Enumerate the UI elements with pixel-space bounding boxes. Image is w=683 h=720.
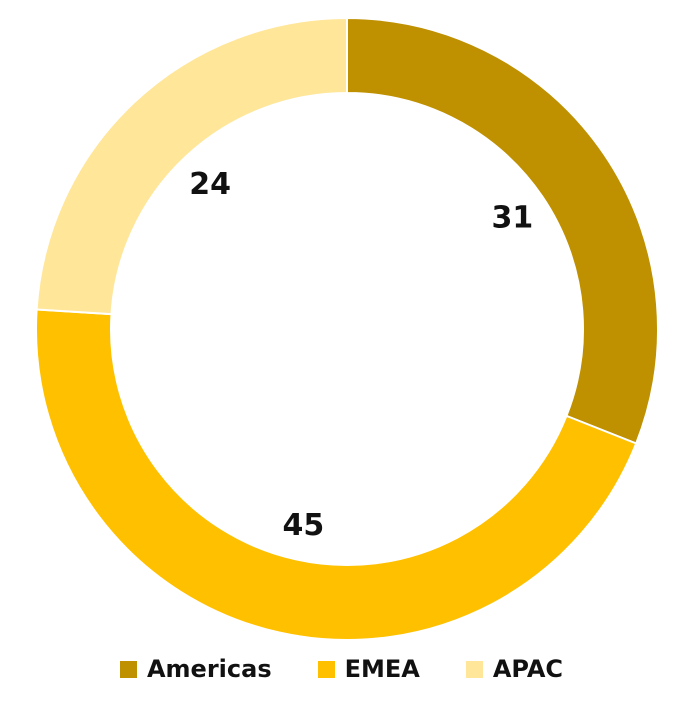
slice-americas — [346, 16, 659, 445]
donut-slices — [35, 16, 659, 641]
data-label-americas: 31 — [492, 201, 534, 236]
legend-swatch — [317, 660, 335, 678]
legend-label: Americas — [146, 655, 272, 683]
donut-labels: 31 45 24 — [189, 167, 533, 543]
data-label-apac: 24 — [189, 167, 231, 202]
data-label-emea: 45 — [283, 508, 325, 543]
legend-item-americas: Americas — [119, 655, 272, 683]
legend-item-emea: EMEA — [317, 655, 420, 683]
legend: Americas EMEA APAC — [0, 655, 683, 683]
slice-apac — [35, 16, 348, 316]
legend-swatch — [465, 660, 483, 678]
legend-swatch — [119, 660, 137, 678]
legend-label: EMEA — [344, 655, 420, 683]
legend-item-apac: APAC — [465, 655, 564, 683]
legend-label: APAC — [492, 655, 564, 683]
slice-emea — [35, 308, 638, 641]
